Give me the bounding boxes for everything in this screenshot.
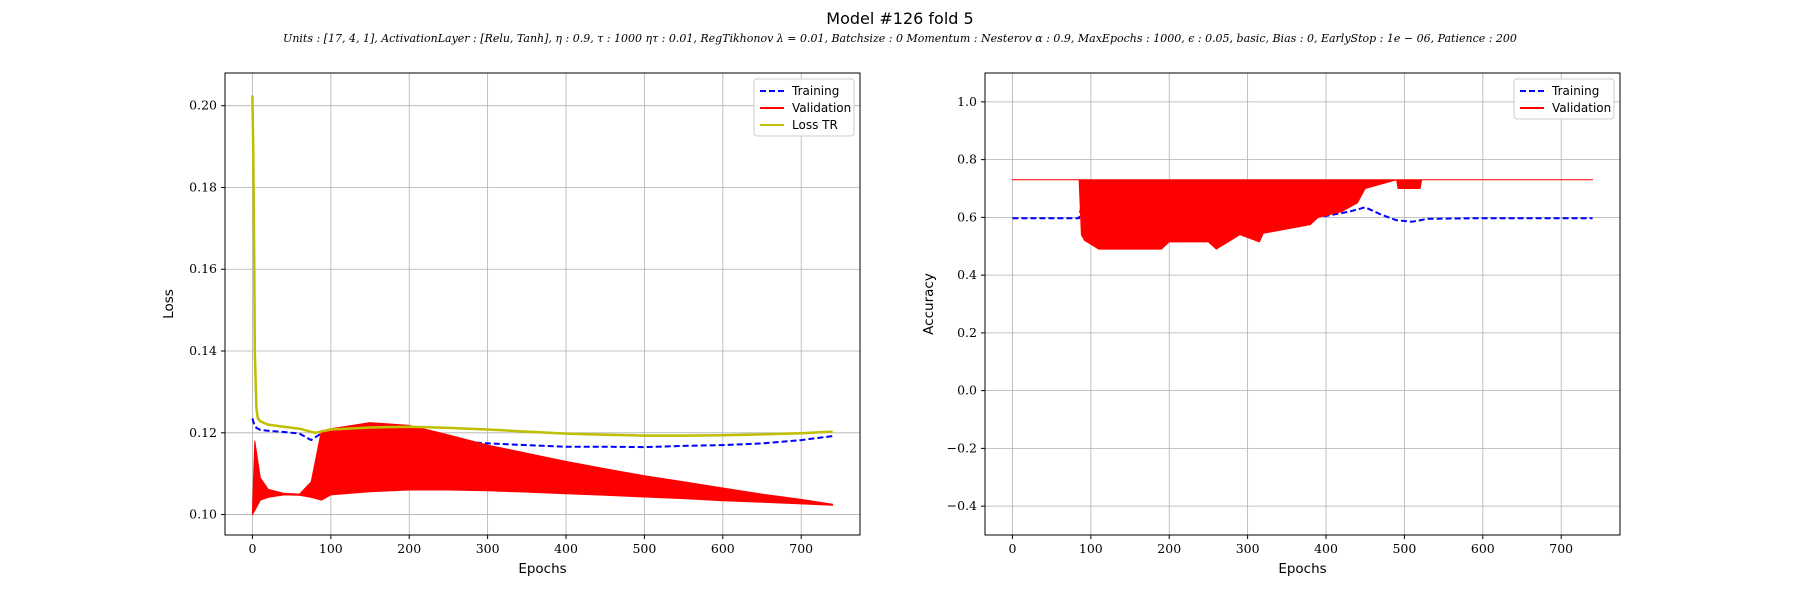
loss-legend-label: Validation bbox=[792, 101, 851, 115]
accuracy-xtick-label: 700 bbox=[1549, 541, 1573, 556]
accuracy-ytick-label: 0.6 bbox=[957, 209, 977, 224]
loss-xtick-label: 700 bbox=[789, 541, 813, 556]
accuracy-ylabel: Accuracy bbox=[921, 273, 937, 335]
loss-series-loss-tr-line bbox=[251, 95, 833, 437]
accuracy-ytick-label: 0.4 bbox=[957, 267, 977, 282]
loss-plot-area bbox=[251, 95, 834, 516]
loss-xtick-label: 0 bbox=[248, 541, 256, 556]
loss-series-validation-band bbox=[251, 422, 834, 516]
accuracy-xtick-label: 400 bbox=[1314, 541, 1338, 556]
loss-xtick-label: 200 bbox=[397, 541, 421, 556]
loss-ytick-label: 0.16 bbox=[189, 261, 217, 276]
loss-xtick-label: 600 bbox=[711, 541, 735, 556]
loss-xtick-label: 100 bbox=[319, 541, 343, 556]
loss-ytick-label: 0.20 bbox=[189, 98, 217, 113]
accuracy-xtick-label: 500 bbox=[1392, 541, 1416, 556]
figure-title: Model #126 fold 5 bbox=[826, 9, 973, 28]
loss-legend-label: Training bbox=[791, 84, 839, 98]
accuracy-plot-area bbox=[1011, 179, 1594, 250]
accuracy-legend-label: Training bbox=[1551, 84, 1599, 98]
loss-legend-label: Loss TR bbox=[792, 118, 838, 132]
loss-xtick-label: 400 bbox=[554, 541, 578, 556]
figure-subtitle: Units : [17, 4, 1], ActivationLayer : [R… bbox=[283, 32, 1517, 45]
loss-xlabel: Epochs bbox=[518, 561, 566, 577]
accuracy-ytick-label: −0.2 bbox=[947, 440, 977, 455]
accuracy-xtick-label: 0 bbox=[1008, 541, 1016, 556]
accuracy-ytick-label: 0.2 bbox=[957, 325, 977, 340]
loss-axes-frame bbox=[224, 72, 861, 536]
accuracy-ytick-label: 1.0 bbox=[957, 94, 977, 109]
accuracy-xtick-label: 300 bbox=[1236, 541, 1260, 556]
loss-ytick-label: 0.14 bbox=[189, 343, 217, 358]
accuracy-chart: 0 100 200 300 400 500 600 700 −0.4 −0.2 0.0 0.2 0.4 0… bbox=[921, 72, 1621, 577]
accuracy-ytick-label: 0.0 bbox=[957, 383, 977, 398]
loss-ylabel: Loss bbox=[161, 289, 177, 319]
accuracy-legend-label: Validation bbox=[1552, 101, 1611, 115]
loss-ytick-label: 0.18 bbox=[189, 179, 217, 194]
accuracy-xtick-label: 100 bbox=[1079, 541, 1103, 556]
loss-xtick-label: 300 bbox=[476, 541, 500, 556]
accuracy-xtick-label: 200 bbox=[1157, 541, 1181, 556]
accuracy-ytick-label: 0.8 bbox=[957, 152, 977, 167]
accuracy-xtick-label: 600 bbox=[1471, 541, 1495, 556]
loss-xtick-label: 500 bbox=[632, 541, 656, 556]
loss-legend: Training Validation Loss TR bbox=[753, 78, 855, 137]
accuracy-ytick-label: −0.4 bbox=[947, 498, 977, 513]
accuracy-series-validation-band bbox=[1011, 179, 1594, 250]
accuracy-xlabel: Epochs bbox=[1278, 561, 1326, 577]
loss-ytick-label: 0.12 bbox=[189, 425, 217, 440]
accuracy-legend: Training Validation bbox=[1513, 78, 1615, 120]
loss-chart: 0 100 200 300 400 500 600 700 0.10 0.12 0.14 0.16 0.… bbox=[161, 72, 861, 577]
loss-legend-box bbox=[753, 78, 855, 137]
loss-ytick-label: 0.10 bbox=[189, 507, 217, 522]
accuracy-axes-frame bbox=[984, 72, 1621, 536]
